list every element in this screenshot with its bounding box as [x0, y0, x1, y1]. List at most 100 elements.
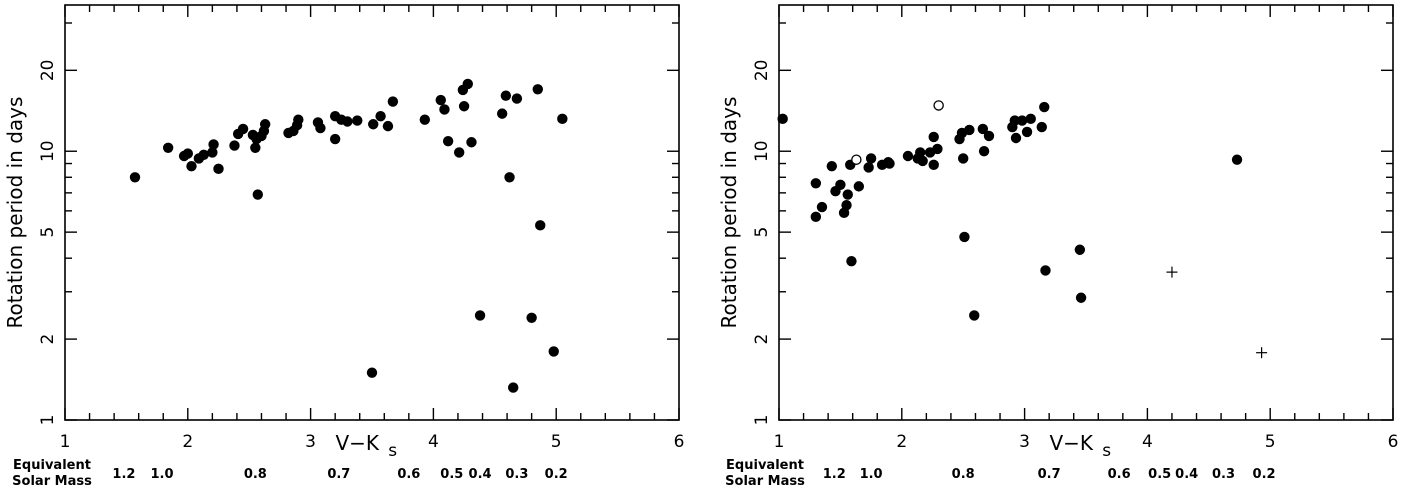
- data-point: [917, 155, 928, 167]
- plot-frame: [64, 4, 680, 421]
- data-point: [375, 110, 386, 122]
- mass-label: 0.5: [1148, 467, 1171, 482]
- data-point: [237, 123, 249, 135]
- data-point: [863, 162, 874, 173]
- x-tick-label: 5: [551, 432, 562, 452]
- y-axis-title: Rotation period in days: [3, 97, 27, 329]
- y-tick-label: 10: [752, 140, 772, 162]
- data-point: [208, 139, 219, 150]
- mass-label: 0.3: [505, 467, 528, 482]
- x-tick-label: 2: [896, 432, 907, 452]
- data-point: [915, 147, 926, 158]
- data-point: [129, 172, 141, 183]
- data-point: [959, 231, 970, 243]
- data-point: [902, 150, 914, 162]
- data-point: [250, 142, 261, 153]
- data-point: [810, 178, 822, 189]
- x-axis-title-subscript: s: [1102, 441, 1111, 461]
- mass-label: 0.4: [469, 467, 492, 482]
- x-axis-title: V−K: [335, 431, 379, 455]
- data-point: [1016, 115, 1028, 126]
- data-point: [851, 154, 862, 165]
- mass-label: 1.2: [823, 467, 846, 482]
- x-tick-label: 1: [60, 432, 71, 452]
- data-point: [928, 159, 939, 171]
- data-point: [508, 382, 519, 393]
- series-filled-circle: [129, 78, 568, 393]
- data-point: [162, 142, 174, 153]
- y-axis-title: Rotation period in days: [717, 97, 741, 329]
- data-point: [841, 199, 852, 211]
- data-point: [526, 312, 537, 324]
- data-point: [352, 115, 363, 126]
- series-plus: [1166, 266, 1268, 359]
- data-point: [932, 143, 943, 155]
- data-point: [1036, 121, 1047, 133]
- mass-label: 0.2: [1253, 467, 1276, 482]
- mass-header-line1: Equivalent: [13, 458, 91, 473]
- data-point: [442, 135, 454, 147]
- data-point: [958, 153, 969, 164]
- series-open-circle: [851, 100, 944, 165]
- mass-label: 0.6: [1108, 467, 1131, 482]
- data-point: [928, 131, 939, 143]
- mass-label: 0.7: [327, 467, 350, 482]
- y-tick-label: 2: [752, 334, 772, 345]
- data-point: [419, 114, 431, 125]
- data-point: [1021, 126, 1033, 138]
- y-tick-label: 5: [752, 227, 772, 238]
- data-point: [500, 90, 512, 101]
- data-point: [435, 94, 446, 106]
- x-axis-title: V−K: [1049, 431, 1093, 455]
- data-point: [1009, 115, 1020, 126]
- x-tick-label: 6: [1388, 432, 1399, 452]
- data-point: [207, 147, 218, 158]
- y-tick-label: 20: [38, 60, 58, 82]
- data-point: [1010, 132, 1022, 144]
- data-point: [777, 113, 788, 125]
- y-tick-label: 10: [38, 140, 58, 162]
- data-point: [846, 255, 857, 267]
- mass-label: 1.0: [860, 467, 883, 482]
- data-point: [329, 133, 341, 145]
- x-tick-label: 4: [1142, 432, 1153, 452]
- data-point: [983, 130, 995, 142]
- data-point: [810, 211, 822, 223]
- data-point: [315, 122, 326, 134]
- data-point: [458, 101, 470, 112]
- data-point: [884, 158, 895, 169]
- data-point: [496, 108, 508, 119]
- x-tick-label: 6: [674, 432, 685, 452]
- data-point: [1231, 154, 1243, 165]
- data-point: [213, 163, 224, 175]
- data-point: [453, 147, 465, 158]
- data-point: [474, 310, 486, 321]
- data-point: [462, 78, 473, 90]
- mass-label: 0.3: [1212, 467, 1235, 482]
- data-point: [466, 137, 477, 148]
- data-point: [1256, 347, 1268, 359]
- data-point: [978, 146, 990, 157]
- mass-label: 0.5: [440, 467, 463, 482]
- mass-label: 1.2: [112, 467, 135, 482]
- data-point: [1075, 292, 1087, 303]
- data-point: [842, 189, 853, 200]
- data-point: [826, 160, 838, 172]
- data-point: [532, 84, 543, 95]
- data-point: [865, 153, 877, 164]
- data-point: [835, 179, 846, 191]
- data-point: [1074, 244, 1086, 255]
- mass-label: 0.8: [952, 467, 975, 482]
- data-point: [342, 116, 353, 127]
- series-filled-circle: [777, 101, 1243, 321]
- data-point: [387, 96, 399, 107]
- data-point: [1039, 101, 1050, 113]
- chart-panel-2: 1 2 3 4 5 6 1 2 5 10 20 Rotation period in days V−K s…: [717, 4, 1399, 489]
- data-point: [557, 113, 568, 125]
- data-point: [1025, 113, 1036, 125]
- mass-label: 0.2: [545, 467, 568, 482]
- data-point: [548, 346, 559, 357]
- data-point: [853, 181, 865, 192]
- mass-label: 0.4: [1175, 467, 1198, 482]
- mass-label: 0.8: [244, 467, 267, 482]
